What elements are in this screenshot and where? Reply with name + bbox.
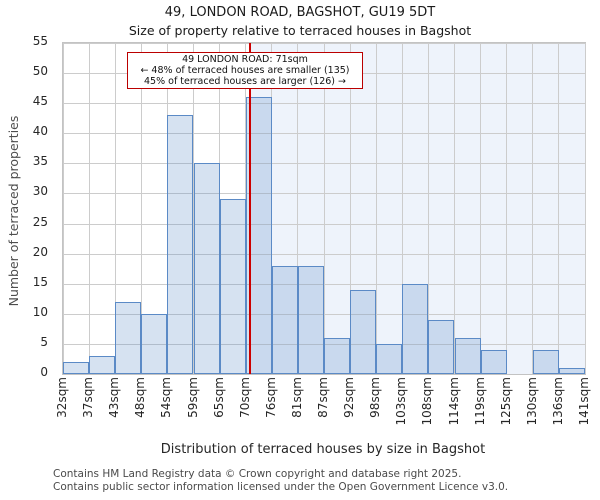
vertical-gridline: [62, 43, 64, 374]
plot-area: 49 LONDON ROAD: 71sqm ← 48% of terraced …: [62, 42, 586, 375]
histogram-bar: [219, 199, 246, 374]
histogram-bar: [350, 289, 377, 374]
histogram-bar: [63, 361, 90, 374]
histogram-bar: [532, 349, 559, 374]
footer-line-1: Contains HM Land Registry data © Crown c…: [53, 468, 462, 480]
vertical-gridline: [271, 43, 273, 374]
x-tick-label: 98sqm: [368, 377, 383, 418]
y-tick-label: 45: [32, 94, 48, 109]
subject-property-marker-line: [249, 43, 251, 374]
y-tick-label: 40: [32, 124, 48, 139]
histogram-bar: [297, 265, 324, 374]
x-tick-label: 59sqm: [185, 377, 200, 418]
x-tick-label: 141sqm: [577, 377, 591, 426]
y-tick-label: 0: [40, 365, 48, 379]
histogram-bar: [376, 343, 403, 374]
x-axis-label: Distribution of terraced houses by size …: [160, 442, 486, 457]
x-tick-label: 136sqm: [550, 377, 565, 426]
annotation-line-1: 49 LONDON ROAD: 71sqm: [182, 54, 308, 65]
histogram-bar: [89, 355, 116, 374]
x-tick-label: 54sqm: [159, 377, 174, 418]
vertical-gridline: [427, 43, 429, 374]
x-tick-label: 114sqm: [446, 377, 461, 426]
histogram-bar: [428, 319, 455, 374]
vertical-gridline: [480, 43, 482, 374]
x-tick-label: 76sqm: [263, 377, 278, 418]
vertical-gridline: [323, 43, 325, 374]
y-tick-label: 50: [32, 64, 48, 79]
annotation-line-2: ← 48% of terraced houses are smaller (13…: [140, 65, 350, 77]
vertical-gridline: [349, 43, 351, 374]
footer-line-2: Contains public sector information licen…: [53, 480, 509, 493]
footer-attribution: Contains HM Land Registry data © Crown c…: [53, 468, 508, 493]
vertical-gridline: [532, 43, 534, 374]
chart-subtitle: Size of property relative to terraced ho…: [128, 23, 472, 38]
histogram-bar: [324, 337, 351, 374]
larger-region-shading: [250, 43, 585, 374]
y-tick-label: 35: [32, 154, 48, 169]
x-tick-label: 87sqm: [316, 377, 330, 418]
x-tick-label: 119sqm: [472, 377, 487, 426]
y-tick-label: 55: [32, 34, 48, 48]
x-tick-label: 70sqm: [237, 377, 252, 418]
y-tick-label: 5: [40, 334, 48, 349]
x-tick-label: 65sqm: [211, 377, 226, 418]
histogram-bar: [193, 163, 220, 374]
marker-annotation: 49 LONDON ROAD: 71sqm ← 48% of terraced …: [127, 52, 363, 89]
vertical-gridline: [140, 43, 142, 374]
vertical-gridline: [506, 43, 508, 374]
histogram-bar: [167, 115, 194, 374]
chart-title: 49, LONDON ROAD, BAGSHOT, GU19 5DT: [164, 5, 436, 20]
x-tick-label: 37sqm: [81, 377, 96, 418]
vertical-gridline: [454, 43, 455, 374]
histogram-bar: [141, 313, 168, 374]
histogram-bar: [115, 301, 142, 374]
x-tick-label: 103sqm: [394, 377, 409, 426]
vertical-gridline: [584, 43, 586, 374]
y-tick-label: 10: [32, 304, 48, 319]
annotation-line-3: 45% of terraced houses are larger (126) …: [144, 76, 346, 88]
x-tick-label: 48sqm: [133, 377, 148, 418]
vertical-gridline: [375, 43, 377, 374]
vertical-gridline: [558, 43, 560, 374]
x-tick-label: 125sqm: [498, 377, 513, 426]
y-tick-label: 15: [32, 274, 48, 289]
vertical-gridline: [401, 43, 403, 374]
x-tick-label: 92sqm: [342, 377, 357, 418]
x-tick-label: 81sqm: [289, 377, 304, 418]
histogram-bar: [480, 349, 507, 374]
y-tick-label: 20: [32, 244, 48, 259]
vertical-gridline: [297, 43, 299, 374]
histogram-bar: [558, 367, 585, 374]
x-tick-label: 32sqm: [55, 377, 69, 418]
y-tick-label: 30: [32, 184, 48, 199]
histogram-bar: [454, 337, 481, 374]
x-tick-label: 130sqm: [524, 377, 539, 426]
x-tick-label: 108sqm: [420, 377, 435, 426]
y-tick-label: 25: [32, 214, 48, 229]
histogram-bar: [402, 283, 429, 374]
histogram-bar: [271, 265, 298, 374]
vertical-gridline: [114, 43, 116, 374]
x-tick-label: 43sqm: [107, 377, 122, 418]
vertical-gridline: [88, 43, 90, 374]
